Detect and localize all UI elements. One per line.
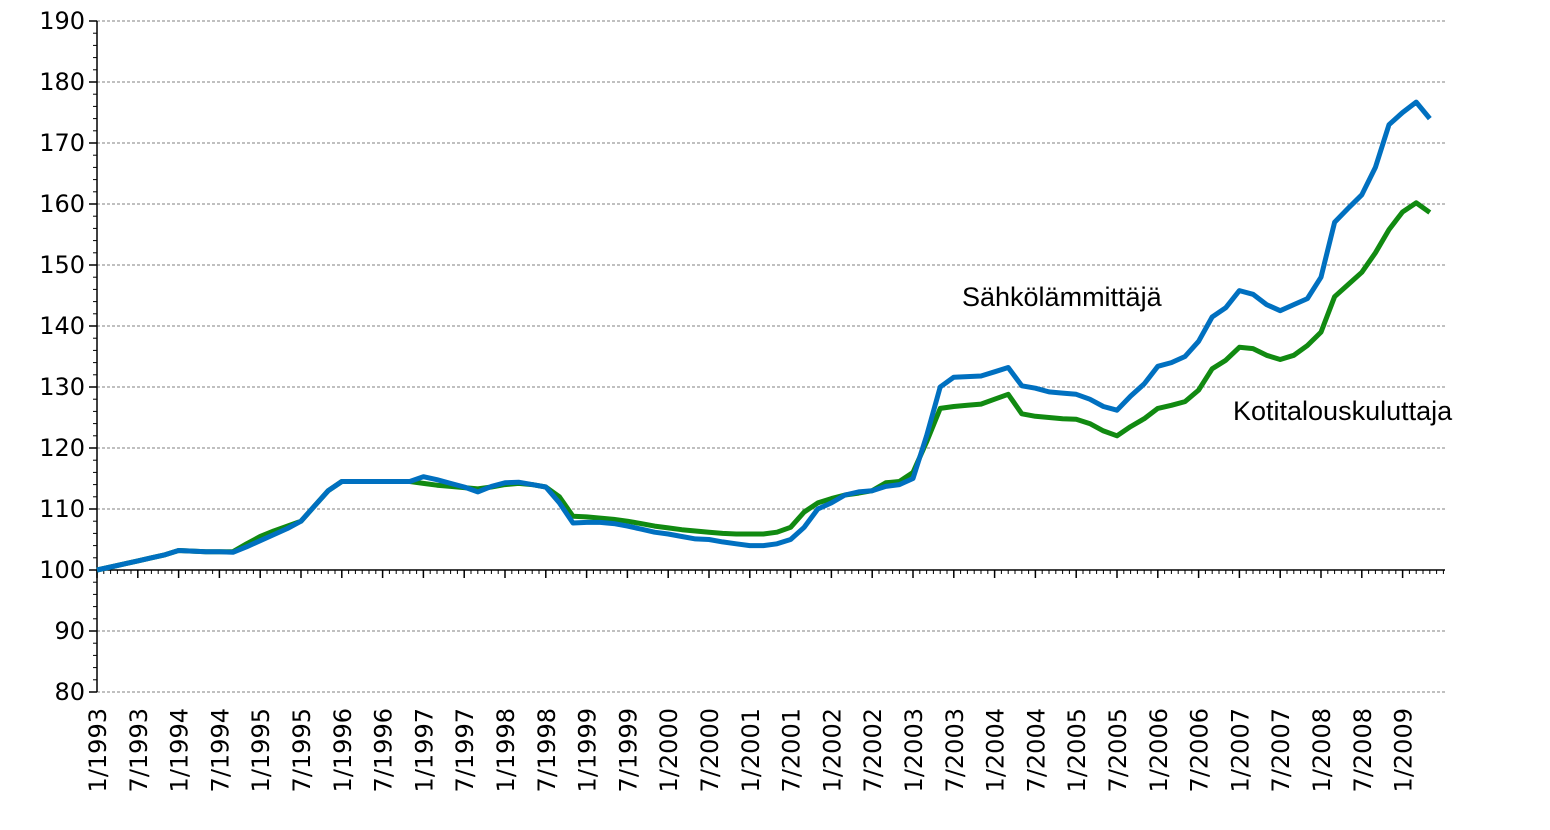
x-tick-label: 7/2003 (941, 708, 969, 792)
x-tick-label: 7/2001 (778, 708, 806, 792)
y-tick-label: 150 (39, 251, 85, 279)
x-tick-label: 7/1997 (451, 708, 479, 792)
x-tick-label: 7/1993 (125, 708, 153, 792)
x-tick-label: 7/2002 (859, 708, 887, 792)
x-tick-label: 7/1996 (370, 708, 398, 792)
x-tick-label: 1/1995 (247, 708, 275, 792)
x-tick-label: 1/2007 (1226, 708, 1254, 792)
x-tick-label: 1/2004 (982, 708, 1010, 792)
x-tick-label: 1/2008 (1308, 708, 1336, 792)
series-line (96, 99, 1432, 573)
x-tick-label: 1/2003 (900, 708, 928, 792)
x-tick-label: 7/1995 (288, 708, 316, 792)
x-tick-label: 7/2004 (1022, 708, 1050, 792)
y-tick-label: 180 (39, 68, 85, 96)
x-tick-label: 1/1993 (84, 708, 112, 792)
x-tick-label: 1/1999 (574, 708, 602, 792)
y-tick-label: 120 (39, 434, 85, 462)
x-tick-label: 1/2000 (655, 708, 683, 792)
y-tick-label: 190 (39, 7, 85, 35)
x-tick-label: 1/1997 (410, 708, 438, 792)
x-tick-label: 1/2006 (1145, 708, 1173, 792)
x-tick-label: 7/2006 (1186, 708, 1214, 792)
series-label: Kotitalouskuluttaja (1233, 396, 1453, 426)
x-tick-label: 7/1999 (614, 708, 642, 792)
x-tick-label: 1/2001 (737, 708, 765, 792)
y-tick-label: 140 (39, 312, 85, 340)
x-tick-label: 1/1994 (166, 708, 194, 792)
x-tick-label: 1/2009 (1390, 708, 1418, 792)
y-tick-label: 80 (54, 678, 85, 706)
y-tick-label: 170 (39, 129, 85, 157)
x-tick-label: 1/2005 (1063, 708, 1091, 792)
y-tick-label: 130 (39, 373, 85, 401)
x-tick-label: 7/2008 (1349, 708, 1377, 792)
x-tick-label: 7/2000 (696, 708, 724, 792)
x-tick-label: 1/1998 (492, 708, 520, 792)
y-tick-label: 100 (39, 556, 85, 584)
series-line (96, 200, 1432, 573)
x-tick-label: 7/1994 (206, 708, 234, 792)
x-tick-label: 7/1998 (533, 708, 561, 792)
y-tick-label: 110 (39, 495, 85, 523)
y-tick-label: 90 (54, 617, 85, 645)
y-tick-label: 160 (39, 190, 85, 218)
x-tick-label: 7/2005 (1104, 708, 1132, 792)
series-label: Sähkölämmittäjä (962, 282, 1163, 312)
x-tick-label: 7/2007 (1267, 708, 1295, 792)
x-tick-label: 1/1996 (329, 708, 357, 792)
x-tick-label: 1/2002 (818, 708, 846, 792)
